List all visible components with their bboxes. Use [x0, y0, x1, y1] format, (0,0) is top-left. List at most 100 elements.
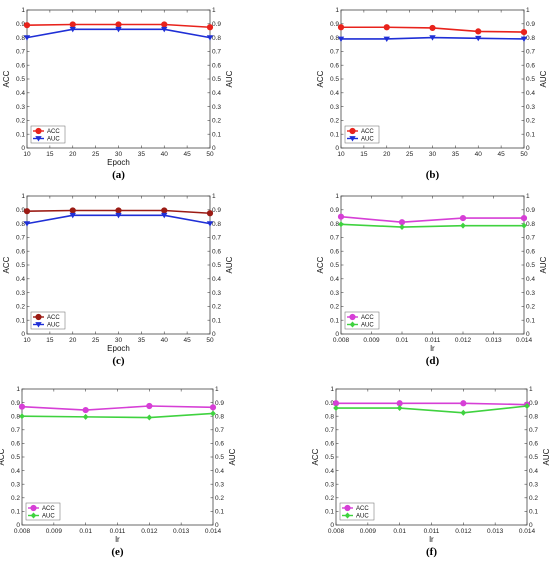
- data-point: [69, 21, 76, 28]
- y-tick-label: 0.8: [330, 221, 339, 228]
- y-tick-label: 0.3: [325, 481, 334, 488]
- x-tick-label: 25: [92, 151, 100, 158]
- y-tick-label: 0.6: [325, 441, 334, 448]
- y-axis-label-right: AUC: [542, 448, 550, 465]
- y-tick-label-right: 0.8: [212, 221, 221, 228]
- y-tick-label: 0: [16, 522, 20, 529]
- x-tick-label: 20: [69, 151, 77, 158]
- x-tick-label: 0.013: [485, 337, 502, 344]
- data-point: [115, 21, 122, 28]
- y-tick-label-right: 0.1: [215, 509, 224, 516]
- y-tick-label: 0.1: [16, 131, 25, 138]
- data-point: [337, 24, 345, 31]
- x-tick-label: 0.01: [393, 528, 406, 535]
- data-point: [399, 224, 405, 231]
- panel-caption: (c): [112, 355, 125, 367]
- x-tick-label: 0.014: [205, 528, 222, 535]
- series-auc: [337, 35, 528, 42]
- y-tick-label-right: 0.6: [212, 248, 221, 255]
- y-tick-label: 0.1: [11, 509, 20, 516]
- y-tick-label-right: 0.3: [526, 104, 535, 111]
- chart-panel-f: 0 0 0.1 0.1 0.2 0.2 0.3 0.3 0.4 0.4 0.5 0.5 0.6 0.6 0.…: [311, 386, 550, 558]
- chart-panel-e: 0 0 0.1 0.1 0.2 0.2 0.3 0.3 0.4 0.4 0.5 0.5 0.6 0.6 0.…: [0, 386, 237, 558]
- data-point: [19, 413, 25, 420]
- x-tick-label: 0.008: [333, 337, 350, 344]
- data-point: [115, 212, 122, 219]
- y-tick-label: 0.9: [16, 21, 25, 28]
- x-tick-label: 25: [406, 151, 414, 158]
- y-tick-label-right: 0.9: [526, 21, 535, 28]
- y-tick-label: 0.2: [325, 495, 334, 502]
- y-tick-label: 0.8: [325, 413, 334, 420]
- x-tick-label: 30: [115, 151, 123, 158]
- x-tick-label: 10: [23, 337, 31, 344]
- legend-label: AUC: [356, 514, 369, 520]
- y-tick-label: 1: [335, 7, 339, 14]
- series-auc: [19, 410, 216, 421]
- x-tick-label: 35: [138, 151, 146, 158]
- y-tick-label: 1: [21, 7, 25, 14]
- x-tick-label: 0.012: [455, 528, 472, 535]
- y-tick-label-right: 0.6: [212, 62, 221, 69]
- data-point: [18, 403, 26, 410]
- y-tick-label: 0.7: [16, 49, 25, 56]
- x-tick-label: 0.009: [360, 528, 377, 535]
- data-point: [23, 22, 31, 29]
- plot-frame: [21, 388, 214, 526]
- data-point: [460, 409, 467, 416]
- data-point: [460, 400, 467, 407]
- y-tick-label-right: 0.8: [215, 413, 224, 420]
- data-point: [475, 28, 482, 35]
- x-tick-label: 15: [360, 151, 368, 158]
- legend: ACC AUC: [344, 125, 380, 144]
- y-tick-label-right: 0.2: [526, 304, 535, 311]
- x-tick-label: 0.012: [455, 337, 472, 344]
- x-tick-label: 0.011: [110, 528, 126, 535]
- y-tick-label: 0: [21, 145, 25, 152]
- data-point: [206, 24, 214, 31]
- data-point: [344, 512, 351, 519]
- plot-frame: [26, 9, 211, 149]
- y-tick-label-right: 0.1: [526, 317, 535, 324]
- x-tick-label: 25: [92, 337, 100, 344]
- y-tick-label-right: 0.4: [212, 90, 221, 97]
- y-tick-label: 0.2: [11, 495, 20, 502]
- y-tick-label-right: 0.4: [526, 276, 535, 283]
- legend: ACC AUC: [339, 502, 375, 521]
- data-point: [398, 219, 406, 226]
- y-tick-label-right: 0.8: [526, 35, 535, 42]
- x-tick-label: 45: [184, 151, 192, 158]
- y-tick-label: 0.8: [11, 413, 20, 420]
- y-tick-label-right: 0.2: [526, 118, 535, 125]
- y-tick-label-right: 0.2: [212, 118, 221, 125]
- data-point: [69, 207, 76, 214]
- x-tick-label: 35: [452, 151, 460, 158]
- y-tick-label: 0.3: [11, 481, 20, 488]
- legend-label: ACC: [361, 129, 374, 135]
- y-tick-label-right: 0.1: [526, 131, 535, 138]
- y-axis-label-right: AUC: [539, 256, 548, 273]
- x-tick-label: 50: [206, 151, 214, 158]
- legend: ACC AUC: [25, 502, 61, 521]
- chart-panel-d: 0 0 0.1 0.1 0.2 0.2 0.3 0.3 0.4 0.4 0.5 0.5 0.6 0.6 0.…: [316, 193, 548, 367]
- series-auc: [333, 403, 530, 416]
- data-point: [115, 26, 122, 33]
- data-point: [30, 512, 37, 519]
- y-tick-label-right: 0.6: [215, 441, 224, 448]
- y-tick-label: 0.4: [16, 90, 25, 97]
- chart-panel-b: 0 0 0.1 0.1 0.2 0.2 0.3 0.3 0.4 0.4 0.5 0.5 0.6 0.6 0.…: [316, 7, 548, 181]
- x-tick-label: 0.009: [363, 337, 380, 344]
- data-point: [23, 221, 31, 227]
- y-tick-label-right: 0.4: [529, 468, 538, 475]
- data-point: [459, 214, 467, 222]
- x-axis-label: Epoch: [107, 344, 130, 353]
- data-point: [344, 504, 351, 512]
- y-tick-label-right: 0.1: [529, 509, 538, 516]
- y-tick-label: 0.5: [16, 76, 25, 83]
- y-axis-label-right: AUC: [228, 448, 237, 465]
- x-tick-label: 30: [429, 151, 437, 158]
- y-tick-label: 0.7: [325, 427, 334, 434]
- data-point: [161, 207, 168, 214]
- panel-caption: (a): [112, 169, 125, 181]
- series-acc: [18, 402, 217, 414]
